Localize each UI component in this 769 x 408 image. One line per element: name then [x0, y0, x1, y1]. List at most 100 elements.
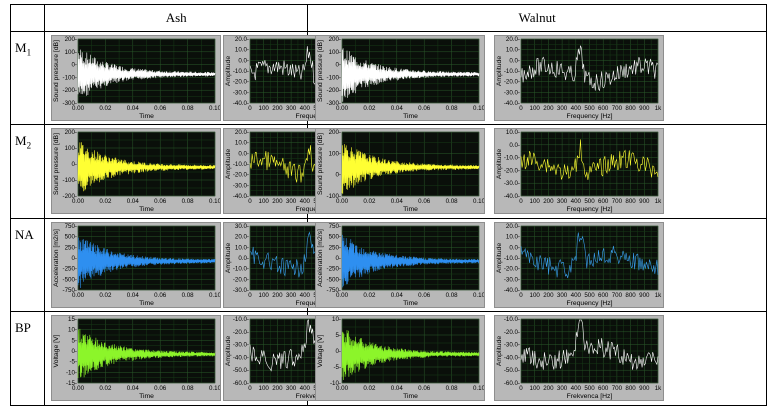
y-tick-label: 10- — [332, 316, 341, 323]
y-tick-label: -100- — [63, 177, 77, 184]
x-tick-label: 100 — [259, 105, 270, 112]
y-tick-label: 200- — [65, 129, 77, 136]
time-graph: 200- 100- 0- -100- -200- -300- 0.00 0.02 0.04 0.0… — [315, 35, 486, 122]
y-tick-label: 10.0- — [235, 47, 249, 54]
x-tick-label: 600 — [598, 292, 609, 299]
y-tick-label: 15- — [68, 316, 77, 323]
y-tick-label: -30.0- — [233, 287, 249, 294]
y-tick-label: -500- — [327, 276, 341, 283]
y-tick-label: -20.0- — [233, 172, 249, 179]
y-axis-label: Amplitude — [496, 56, 503, 86]
x-tick-label: 0.02 — [99, 292, 112, 299]
graph-svg: 750- 500- 250- 0- -250- -500- -750-0.00 0.02 0.0… — [53, 223, 220, 307]
y-tick-label: 20.0- — [506, 223, 520, 230]
table-row: NA 750- 500- 250- 0- -250- -500- -750- 0.00 0.02… — [10, 217, 767, 312]
x-tick-label: 700 — [612, 292, 623, 299]
graph-svg: 15- 10- 5- 0- -5- -10- -15-0.00 0.02 0.04 0.06 0.0… — [53, 316, 220, 400]
x-tick-label: 100 — [530, 105, 541, 112]
x-axis-label: Frequency [Hz] — [567, 300, 613, 307]
y-tick-label: -30.0- — [504, 341, 520, 348]
y-tick-label: 100- — [329, 49, 341, 56]
time-graph: 10- 5- 0- -5- -10- 0.00 0.02 0.04 0.06 0.08 0.10 Ti… — [315, 314, 486, 401]
graph-svg: 200- 100- 0- -100- -200- -300-0.00 0.02 0.04 0.0… — [53, 36, 220, 120]
x-tick-label: 200 — [272, 105, 283, 112]
time-graph: 750- 500- 250- 0- -250- -500- -750- 0.00 0.02 0.0… — [51, 221, 221, 308]
x-tick-label: 0.00 — [72, 105, 85, 112]
y-tick-label: -10.0- — [233, 316, 249, 323]
signal-trace — [77, 328, 216, 378]
cell-walnut-bp: 10- 5- 0- -5- -10- 0.00 0.02 0.04 0.06 0.08 0.10 Ti… — [307, 310, 767, 407]
x-axis-label: Time — [403, 300, 418, 307]
x-tick-label: 300 — [557, 292, 568, 299]
x-tick-label: 0.08 — [446, 292, 459, 299]
x-tick-label: 0.04 — [391, 105, 404, 112]
y-tick-label: 0.0- — [238, 151, 249, 158]
graph-svg: -10.0- -20.0- -30.0- -40.0- -50.0- -60.0-0 100… — [496, 316, 662, 400]
y-tick-label: -20.0- — [504, 168, 520, 175]
y-tick-label: -20.0- — [504, 329, 520, 336]
y-axis-label: Voltage [V] — [317, 334, 324, 367]
graph-svg: 20.0-10.0-0.0--10.0--20.0--30.0--40.0-0 1… — [496, 36, 662, 120]
y-tick-label: -200- — [63, 87, 77, 94]
x-tick-label: 0.04 — [391, 385, 404, 392]
x-tick-label: 200 — [544, 292, 555, 299]
y-tick-label: -40.0- — [504, 287, 520, 294]
x-tick-label: 800 — [626, 105, 637, 112]
y-tick-label: 0- — [336, 62, 342, 69]
x-tick-label: 0 — [248, 292, 252, 299]
x-tick-label: 500 — [585, 292, 596, 299]
y-tick-label: 10.0- — [235, 244, 249, 251]
x-tick-label: 200 — [272, 198, 283, 205]
y-tick-label: 20.0- — [235, 129, 249, 136]
y-tick-label: -15- — [66, 380, 77, 387]
y-tick-label: -10.0- — [504, 155, 520, 162]
x-tick-label: 0.10 — [209, 385, 220, 392]
time-graph: 15- 10- 5- 0- -5- -10- -15- 0.00 0.02 0.04 0.06 0.0… — [51, 314, 221, 401]
x-tick-label: 0.00 — [336, 292, 349, 299]
x-tick-label: 0 — [248, 385, 252, 392]
y-tick-label: 0- — [336, 348, 342, 355]
y-tick-label: -100- — [63, 74, 77, 81]
y-tick-label: -200- — [327, 87, 341, 94]
y-tick-label: -10.0- — [504, 316, 520, 323]
y-tick-label: -300- — [327, 100, 341, 107]
x-tick-label: 0.06 — [419, 292, 432, 299]
header-row: Ash Walnut — [10, 3, 767, 33]
x-tick-label: 0.00 — [336, 105, 349, 112]
x-tick-label: 0.06 — [154, 105, 167, 112]
x-axis-label: Frequency [Hz] — [567, 113, 613, 120]
y-tick-label: 500- — [65, 233, 77, 240]
y-axis-label: Sound pressure [dB] — [53, 133, 60, 195]
x-tick-label: 100 — [259, 385, 270, 392]
x-axis-label: Frekvenca [Hz] — [567, 393, 613, 400]
x-tick-label: 600 — [598, 198, 609, 205]
x-axis-label: Time — [139, 206, 154, 213]
x-tick-label: 0.00 — [72, 198, 85, 205]
table-row: M2 200- 100- 0- -100- -200- 0.00 0.02 0.04 0.06 0… — [10, 124, 767, 219]
y-tick-label: -30.0- — [233, 183, 249, 190]
x-axis-label: Time — [139, 300, 154, 307]
y-tick-label: 20.0- — [235, 233, 249, 240]
y-tick-label: -20.0- — [233, 329, 249, 336]
x-tick-label: 0.10 — [209, 198, 220, 205]
x-tick-label: 0.08 — [446, 198, 459, 205]
x-tick-label: 0.00 — [72, 385, 85, 392]
y-tick-label: -20.0- — [504, 79, 520, 86]
x-tick-label: 800 — [626, 385, 637, 392]
x-tick-label: 0.00 — [72, 292, 85, 299]
y-tick-label: -250- — [327, 265, 341, 272]
graph-svg: 10.0- 0.0- -10.0- -20.0- -30.0- -40.0-0 100 200… — [496, 129, 662, 213]
x-tick-label: 0.06 — [154, 198, 167, 205]
y-axis-label: Sound pressure [dB] — [317, 40, 324, 102]
y-tick-label: -200- — [63, 193, 77, 200]
y-tick-label: -60.0- — [504, 380, 520, 387]
x-tick-label: 1k — [655, 385, 662, 392]
x-tick-label: 0 — [520, 292, 524, 299]
y-tick-label: -20.0- — [233, 276, 249, 283]
y-tick-label: -30.0- — [233, 341, 249, 348]
graph-svg: 200- 100- 0- -100- -200- -300-0.00 0.02 0.04 0.0… — [317, 36, 484, 120]
x-tick-label: 0.02 — [364, 385, 377, 392]
signal-trace — [521, 231, 659, 278]
x-tick-label: 400 — [571, 105, 582, 112]
y-tick-label: 0- — [71, 255, 77, 262]
